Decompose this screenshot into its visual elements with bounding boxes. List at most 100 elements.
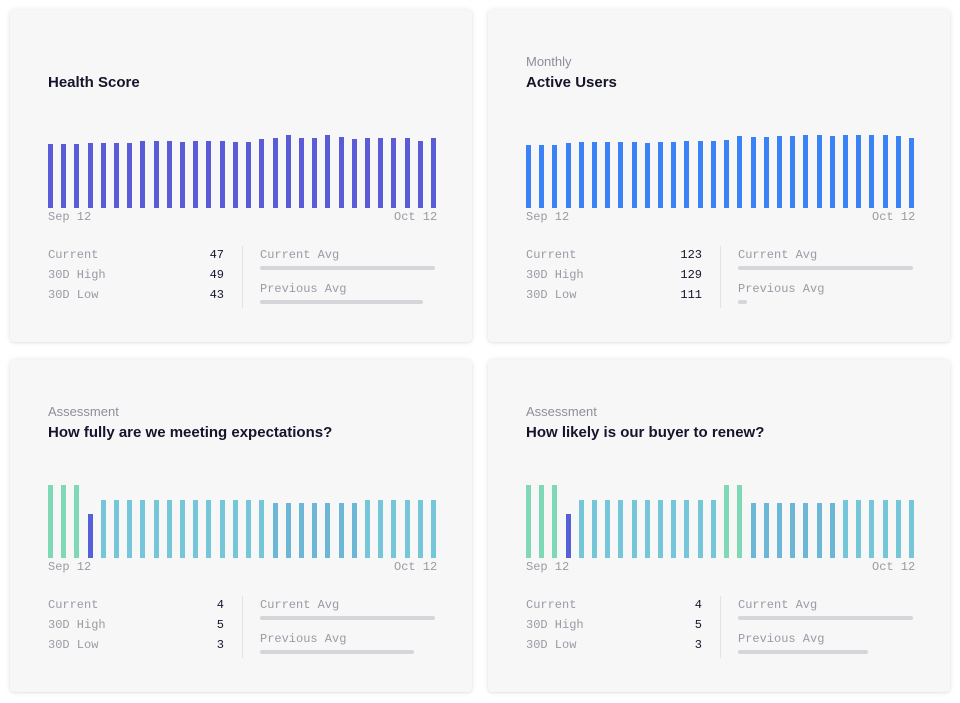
chart-bar	[526, 145, 531, 208]
stat-current: Current 123	[526, 248, 702, 262]
chart-bar	[605, 499, 611, 558]
current-avg-label: Current Avg	[260, 248, 340, 262]
previous-avg-bar	[738, 650, 913, 654]
metric-card-3: Assessment How fully are we meeting expe…	[10, 360, 472, 692]
chart-bar	[140, 499, 146, 558]
chart-bar	[658, 499, 664, 558]
chart-bar	[153, 140, 159, 208]
current-avg-fill	[260, 616, 435, 620]
chart-bar	[87, 143, 93, 208]
stat-value: 4	[216, 598, 224, 612]
chart-bar	[404, 137, 410, 208]
stat-label: Current	[526, 248, 577, 262]
stat-value: 129	[680, 268, 702, 282]
chart-bar	[578, 499, 584, 558]
chart-bar	[312, 502, 318, 558]
chart-bar	[206, 499, 212, 558]
stat-value: 4	[694, 598, 702, 612]
x-axis-end-label: Oct 12	[872, 560, 916, 574]
chart-bar	[206, 140, 212, 208]
previous-avg-label: Previous Avg	[738, 632, 825, 646]
chart-bar	[605, 141, 611, 208]
chart-bar	[325, 135, 331, 208]
chart-bar	[431, 499, 436, 558]
previous-avg-fill	[260, 650, 414, 654]
chart-bar	[816, 135, 822, 208]
stat-current: Current 4	[48, 598, 224, 612]
x-axis-start-label: Sep 12	[48, 210, 92, 224]
chart-bar	[909, 138, 914, 208]
stat-value: 3	[216, 638, 224, 652]
chart-bar	[750, 137, 756, 208]
chart-bar	[417, 140, 423, 208]
stat-value: 43	[209, 288, 224, 302]
chart-bar	[724, 485, 730, 558]
chart-bar	[539, 485, 545, 558]
chart-bar	[259, 139, 265, 208]
chart-bar	[219, 140, 225, 208]
chart-bar	[338, 136, 344, 208]
chart-bar	[763, 502, 769, 558]
chart-bar	[776, 136, 782, 208]
chart-bar	[259, 499, 265, 558]
chart-bar	[166, 140, 172, 208]
chart-bar	[618, 141, 624, 208]
chart-bar	[272, 137, 278, 208]
chart-bar	[246, 499, 252, 558]
stat-label: 30D High	[526, 268, 584, 282]
previous-avg-label: Previous Avg	[260, 282, 347, 296]
chart-bar	[526, 485, 531, 558]
stat-30d-high: 30D High 5	[48, 618, 224, 632]
chart-bar	[391, 137, 397, 208]
stat-30d-high: 30D High 5	[526, 618, 702, 632]
chart-bar	[351, 139, 357, 208]
previous-avg-fill	[260, 300, 423, 304]
x-axis-start-label: Sep 12	[526, 210, 570, 224]
chart-bar	[127, 499, 133, 558]
chart-bar	[644, 499, 650, 558]
current-avg-label: Current Avg	[260, 598, 340, 612]
stat-label: Current	[48, 248, 99, 262]
stat-label: 30D High	[526, 618, 584, 632]
chart-bar	[431, 137, 436, 208]
current-avg-fill	[260, 266, 435, 270]
stat-30d-low: 30D Low 111	[526, 288, 702, 302]
chart-bar	[578, 141, 584, 208]
chart-bar	[790, 136, 796, 208]
metric-card-2: Monthly Active Users Sep 12 Oct 12 Curre…	[488, 10, 950, 342]
chart-bar	[74, 485, 80, 558]
chart-bar	[378, 137, 384, 208]
chart-bar	[61, 143, 67, 208]
chart-bar	[829, 502, 835, 558]
chart-bar	[869, 135, 875, 208]
chart-bar	[895, 136, 901, 208]
chart-bar	[364, 137, 370, 208]
chart-bar	[180, 499, 186, 558]
current-avg-label: Current Avg	[738, 248, 818, 262]
stat-value: 47	[209, 248, 224, 262]
chart-bar	[710, 140, 716, 208]
stat-label: 30D Low	[48, 638, 99, 652]
chart-bar	[272, 502, 278, 558]
card-title: Active Users	[526, 74, 617, 91]
chart-bar	[338, 502, 344, 558]
card-title: Health Score	[48, 74, 140, 91]
chart-bar	[417, 499, 423, 558]
current-avg-fill	[738, 616, 913, 620]
chart-bar	[618, 499, 624, 558]
chart-bar	[644, 142, 650, 208]
x-axis-start-label: Sep 12	[526, 560, 570, 574]
chart-bar	[378, 499, 384, 558]
chart-bar	[816, 502, 822, 558]
chart-bar	[631, 499, 637, 558]
card-title: How fully are we meeting expectations?	[48, 424, 333, 441]
chart-bar	[153, 499, 159, 558]
chart-bar	[298, 137, 304, 208]
chart-bar	[671, 141, 677, 208]
chart-bar	[48, 143, 53, 208]
chart-bar	[219, 499, 225, 558]
chart-bar	[842, 499, 848, 558]
previous-avg-bar	[260, 300, 435, 304]
chart-bar	[232, 142, 238, 208]
chart-bar	[312, 137, 318, 208]
